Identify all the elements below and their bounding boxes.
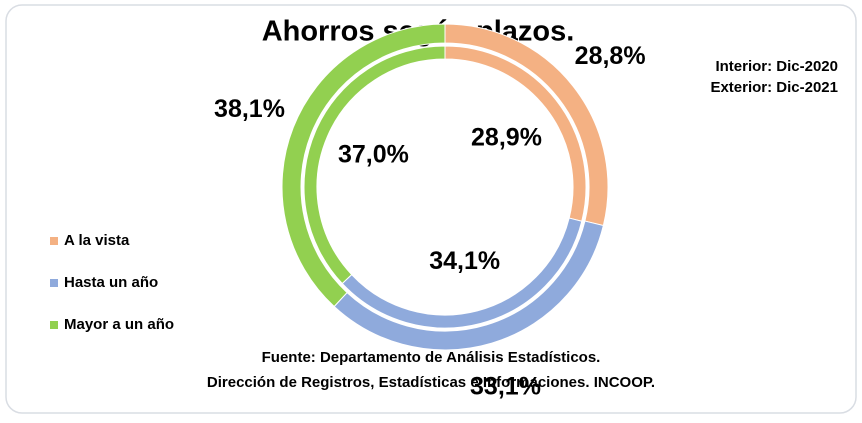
- legend-label: A la vista: [64, 232, 130, 249]
- frame: [5, 4, 857, 414]
- data-label: 28,8%: [575, 42, 646, 70]
- legend-swatch: [50, 321, 58, 329]
- legend-swatch: [50, 279, 58, 287]
- data-label: 33,1%: [470, 373, 541, 401]
- ring-note: Interior: Dic-2020: [715, 58, 838, 75]
- donut-segment: [303, 45, 446, 285]
- legend-label: Hasta un año: [64, 274, 158, 291]
- ring-note: Exterior: Dic-2021: [710, 79, 838, 96]
- data-label: 28,9%: [471, 124, 542, 152]
- donut-segment: [281, 23, 446, 308]
- legend-label: Mayor a un año: [64, 316, 174, 333]
- data-label: 34,1%: [429, 247, 500, 275]
- legend-swatch: [50, 237, 58, 245]
- source: Fuente: Departamento de Análisis Estadís…: [262, 349, 601, 366]
- source: Dirección de Registros, Estadísticas e I…: [207, 374, 655, 391]
- data-label: 37,0%: [338, 141, 409, 169]
- data-label: 38,1%: [214, 95, 285, 123]
